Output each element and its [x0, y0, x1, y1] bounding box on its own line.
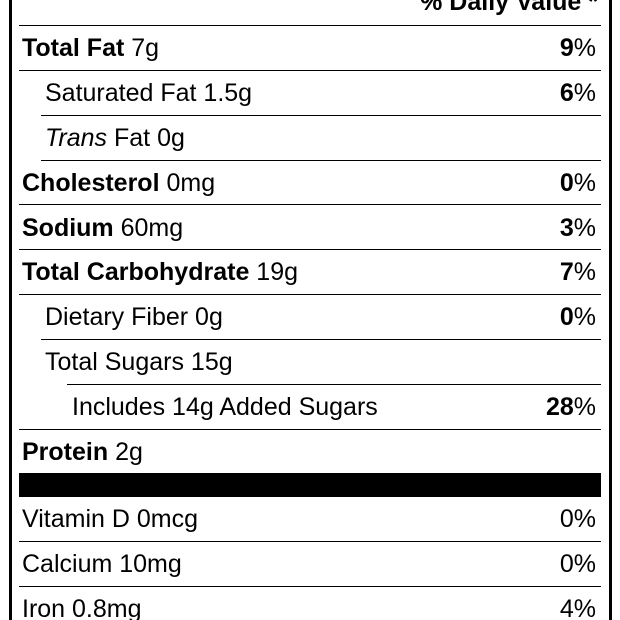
- nutrient-row-dietary-fiber: Dietary Fiber 0g 0%: [0, 295, 620, 339]
- daily-value-percent: 0%: [559, 550, 596, 578]
- nutrient-row-cholesterol: Cholesterol 0mg 0%: [0, 161, 620, 205]
- daily-value-percent: 0%: [559, 505, 596, 533]
- daily-value-percent: 0%: [559, 303, 596, 331]
- divider: [19, 429, 601, 430]
- divider: [41, 160, 601, 161]
- daily-value-percent: 0%: [559, 169, 596, 197]
- vitamin-row-calcium: Calcium 10mg 0%: [0, 542, 620, 586]
- label-border-right: [609, 0, 612, 620]
- daily-value-header: % Daily Value *: [420, 0, 598, 16]
- daily-value-percent: 7%: [559, 258, 596, 286]
- vitamin-row-vitamin-d: Vitamin D 0mcg 0%: [0, 497, 620, 541]
- divider: [67, 384, 601, 385]
- nutrient-name: Includes 14g Added Sugars: [72, 393, 378, 421]
- nutrient-row-total-carbohydrate: Total Carbohydrate 19g 7%: [0, 250, 620, 294]
- divider: [19, 541, 601, 542]
- nutrient-name: Iron 0.8mg: [22, 595, 142, 620]
- divider: [19, 249, 601, 250]
- daily-value-percent: 3%: [559, 214, 596, 242]
- divider: [41, 339, 601, 340]
- thick-divider-bar: [19, 473, 601, 497]
- nutrient-name: Dietary Fiber 0g: [45, 303, 223, 331]
- nutrient-name: Total Fat 7g: [22, 34, 160, 62]
- nutrient-row-total-fat: Total Fat 7g 9%: [0, 26, 620, 70]
- nutrient-name: Saturated Fat 1.5g: [45, 79, 253, 107]
- nutrient-name: Cholesterol 0mg: [22, 169, 216, 197]
- divider: [19, 586, 601, 587]
- divider: [19, 204, 601, 205]
- nutrient-name: Total Sugars 15g: [45, 348, 233, 376]
- nutrient-row-sodium: Sodium 60mg 3%: [0, 206, 620, 250]
- nutrient-row-total-sugars: Total Sugars 15g: [0, 340, 620, 384]
- divider: [41, 115, 601, 116]
- daily-value-percent: 28%: [545, 393, 596, 421]
- nutrient-name: Calcium 10mg: [22, 550, 182, 578]
- divider: [19, 294, 601, 295]
- nutrient-row-trans-fat: Trans Fat 0g: [0, 116, 620, 160]
- nutrient-name: Total Carbohydrate 19g: [22, 258, 299, 286]
- nutrient-row-added-sugars: Includes 14g Added Sugars 28%: [0, 385, 620, 429]
- nutrient-name: Protein 2g: [22, 438, 143, 466]
- divider: [19, 70, 601, 71]
- nutrient-row-saturated-fat: Saturated Fat 1.5g 6%: [0, 71, 620, 115]
- daily-value-percent: 9%: [559, 34, 596, 62]
- divider: [19, 25, 601, 26]
- daily-value-percent: 6%: [559, 79, 596, 107]
- nutrient-row-protein: Protein 2g: [0, 430, 620, 474]
- nutrient-name: Vitamin D 0mcg: [22, 505, 198, 533]
- label-border-left: [9, 0, 12, 620]
- nutrient-name: Trans Fat 0g: [45, 124, 185, 152]
- nutrient-name: Sodium 60mg: [22, 214, 184, 242]
- daily-value-percent: 4%: [559, 595, 596, 620]
- vitamin-row-iron: Iron 0.8mg 4%: [0, 587, 620, 620]
